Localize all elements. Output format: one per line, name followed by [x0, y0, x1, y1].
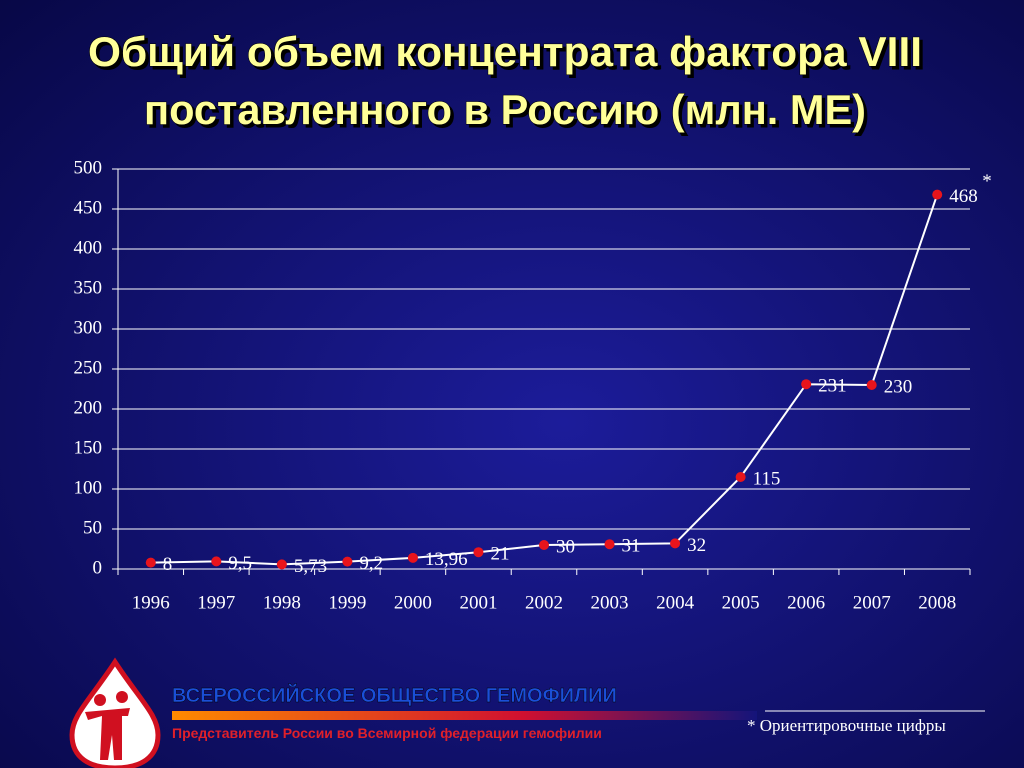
- y-tick-label: 50: [83, 517, 102, 538]
- value-label: 9,5: [228, 553, 252, 574]
- y-tick-label: 200: [74, 397, 103, 418]
- accent-bar: [172, 711, 757, 720]
- marker: [539, 540, 549, 550]
- y-tick-label: 150: [74, 437, 103, 458]
- x-tick-label: 1999: [328, 592, 366, 613]
- value-label: 8: [163, 554, 173, 575]
- x-tick-label: 2008: [918, 592, 956, 613]
- value-label: 13,96: [425, 549, 468, 570]
- value-label: 9,2: [359, 553, 383, 574]
- marker: [211, 556, 222, 567]
- x-tick-label: 1996: [132, 592, 170, 613]
- plot: 0 50 100 150 200 250 300 350 400 450 500 1996 1997 19…: [74, 157, 992, 613]
- chart-title: Общий объем концентрата фактора VIII: [88, 28, 922, 75]
- marker: [145, 557, 156, 568]
- y-tick-label: 350: [74, 277, 103, 298]
- y-tick-label: 450: [74, 197, 103, 218]
- marker: [342, 556, 353, 567]
- marker: [407, 552, 418, 563]
- logo: [69, 657, 161, 768]
- x-tick-label: 2005: [722, 592, 760, 613]
- annotation: *: [982, 171, 992, 192]
- organization-subtitle: Представитель России во Всемирной федера…: [172, 725, 602, 741]
- value-label: 468: [949, 186, 978, 207]
- y-tick-label: 100: [74, 477, 103, 498]
- value-label: 230: [884, 376, 913, 397]
- y-tick-label: 0: [93, 557, 103, 578]
- value-label: 115: [753, 468, 781, 489]
- x-tick-label: 2006: [787, 592, 825, 613]
- marker: [473, 547, 484, 558]
- marker: [801, 379, 812, 390]
- x-tick-label: 2001: [459, 592, 497, 613]
- value-label: 231: [818, 376, 847, 397]
- value-label: 21: [490, 544, 509, 565]
- value-label: 32: [687, 535, 706, 556]
- y-tick-label: 300: [74, 317, 103, 338]
- chart-title: поставленного в Россию (млн. МЕ): [144, 86, 866, 133]
- y-tick-label: 400: [74, 237, 103, 258]
- x-tick-label: 1998: [263, 592, 301, 613]
- marker: [866, 380, 877, 390]
- marker: [604, 539, 615, 550]
- value-label: 5,73: [294, 556, 327, 577]
- marker: [276, 559, 287, 570]
- marker: [670, 538, 681, 549]
- x-tick-label: 2000: [394, 592, 432, 613]
- x-tick-label: 2002: [525, 592, 563, 613]
- x-tick-label: 2007: [853, 592, 891, 613]
- marker: [932, 189, 943, 200]
- x-tick-label: 1997: [197, 592, 235, 613]
- x-tick-label: 2003: [591, 592, 629, 613]
- y-tick-label: 500: [74, 157, 103, 178]
- marker: [735, 472, 746, 482]
- y-tick-label: 250: [74, 357, 103, 378]
- x-tick-label: 2004: [656, 592, 695, 613]
- value-label: 30: [556, 536, 575, 557]
- organization: ВСЕРОССИЙСКОЕ ОБЩЕСТВО ГЕМОФИЛИИ: [172, 683, 617, 707]
- footnote: * Ориентировочные цифры: [747, 716, 946, 735]
- value-label: 31: [622, 536, 641, 557]
